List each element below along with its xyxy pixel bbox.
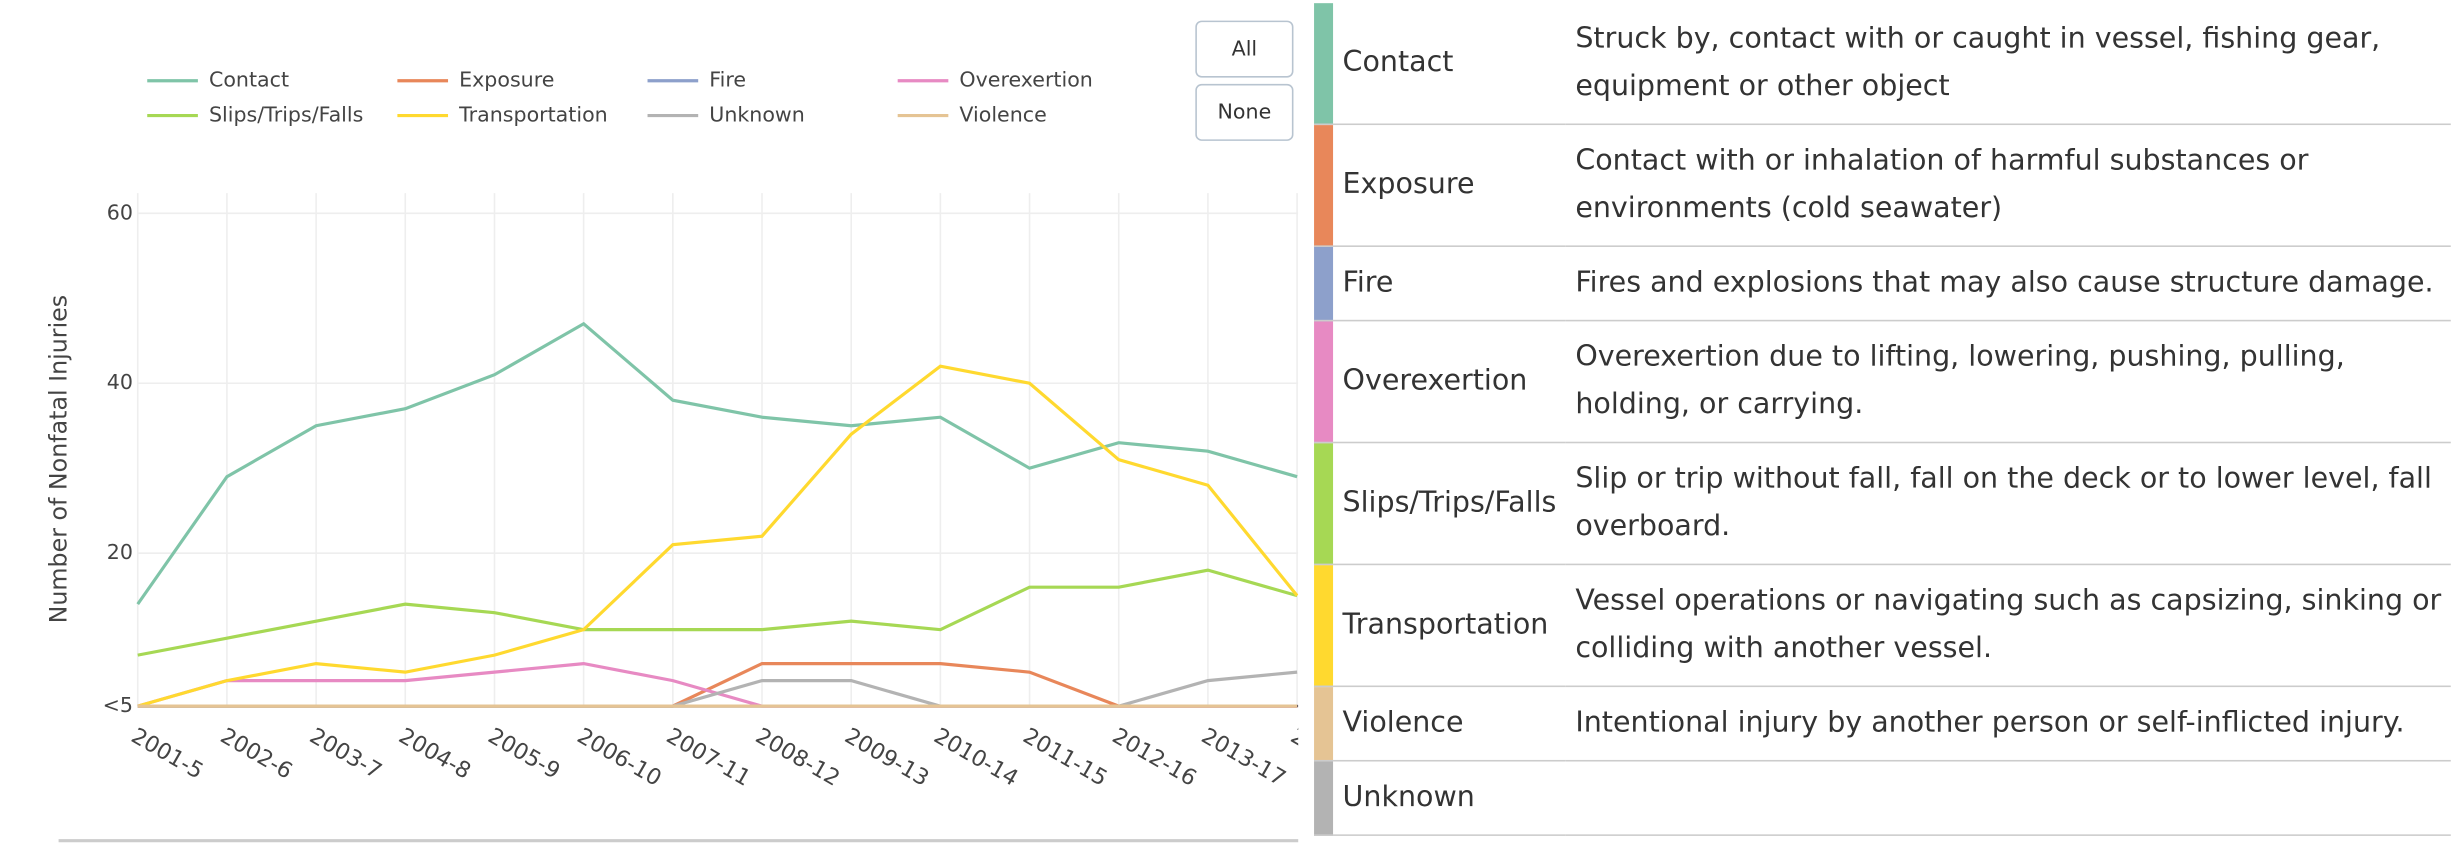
plot-area: 2001-5 2002-6 2003-7 2004-8 2005-9 2006-10200… <box>127 193 1311 792</box>
x-tick-label: 2014-18 <box>1286 723 1311 792</box>
color-swatch <box>1314 760 1334 836</box>
color-swatch <box>1314 246 1334 322</box>
legend-entry[interactable]: Violence <box>897 103 1047 127</box>
x-tick-label: 2006-10 <box>573 723 666 792</box>
table-row: Transportation Vessel operations or navig… <box>1314 564 2451 688</box>
category-name: Slips/Trips/Falls <box>1333 442 1566 566</box>
category-description: Struck by, contact with or caught in ves… <box>1565 3 2451 126</box>
category-name: Transportation <box>1333 564 1566 688</box>
color-swatch <box>1314 442 1334 566</box>
legend-entry[interactable]: Unknown <box>647 103 805 127</box>
table-row: Slips/Trips/Falls Slip or trip without fa… <box>1314 442 2451 566</box>
category-description: Contact with or inhalation of harmful su… <box>1565 124 2451 247</box>
x-tick-label: 2011-15 <box>1019 723 1112 792</box>
x-tick-label: 2012-16 <box>1108 723 1201 792</box>
category-description: Fires and explosions that may also cause… <box>1565 246 2451 322</box>
category-name: Overexertion <box>1333 320 1566 444</box>
x-tick-label: 2004-8 <box>394 723 475 785</box>
legend-entry[interactable]: Transportation <box>397 103 608 127</box>
category-description: Overexertion due to lifting, lowering, p… <box>1565 320 2451 444</box>
category-name: Violence <box>1333 686 1566 762</box>
x-tick-label: 2010-14 <box>929 723 1022 792</box>
legend-entry[interactable]: Contact <box>147 68 289 92</box>
category-description <box>1565 760 2451 836</box>
x-tick-label: 2009-13 <box>840 723 933 792</box>
x-tick-label: 2001-5 <box>127 723 208 785</box>
table-row: Overexertion Overexertion due to lifting,… <box>1314 320 2451 444</box>
x-tick-label: 2013-17 <box>1197 723 1290 792</box>
series-line <box>137 670 1298 708</box>
category-description: Slip or trip without fall, fall on the d… <box>1565 442 2451 566</box>
x-tick-label: 2007-11 <box>662 723 755 792</box>
series-line <box>137 662 1298 708</box>
legend-entry[interactable]: Fire <box>647 68 746 92</box>
color-swatch <box>1314 3 1334 126</box>
category-description: Intentional injury by another person or … <box>1565 686 2451 762</box>
series-line <box>137 364 1299 708</box>
category-table: Contact Struck by, contact with or caught… <box>1314 3 2451 836</box>
table-row: Fire Fires and explosions that may also c… <box>1314 246 2451 322</box>
legend-label: Slips/Trips/Falls <box>209 103 363 127</box>
legend-label: Transportation <box>458 103 608 127</box>
legend-label: Contact <box>209 68 289 92</box>
y-tick-label: <5 <box>103 693 133 717</box>
legend-label: Violence <box>959 103 1046 127</box>
y-tick-label: 60 <box>107 200 133 224</box>
all-button[interactable]: All <box>1195 20 1294 78</box>
category-name: Exposure <box>1333 124 1566 247</box>
legend-entry[interactable]: Slips/Trips/Falls <box>147 103 363 127</box>
y-axis-title: Number of Nonfatal Injuries <box>45 295 73 624</box>
series-line <box>136 321 1298 606</box>
category-name: Fire <box>1333 246 1566 322</box>
table-row: Unknown <box>1314 760 2451 836</box>
legend-label: Exposure <box>459 68 554 92</box>
x-tick-label: 2008-12 <box>751 723 844 792</box>
category-name: Unknown <box>1333 760 1566 836</box>
color-swatch <box>1314 686 1334 762</box>
table-row: Violence Intentional injury by another pe… <box>1314 686 2451 762</box>
y-tick-label: 20 <box>107 540 133 564</box>
legend-label: Fire <box>709 68 746 92</box>
category-description: Vessel operations or navigating such as … <box>1565 564 2451 688</box>
x-tick-label: 2003-7 <box>305 723 386 785</box>
legend-entry[interactable]: Exposure <box>397 68 554 92</box>
y-tick-label: 40 <box>107 370 133 394</box>
color-swatch <box>1314 124 1334 247</box>
color-swatch <box>1314 564 1334 688</box>
none-button[interactable]: None <box>1195 83 1294 141</box>
category-name: Contact <box>1333 3 1566 126</box>
color-swatch <box>1314 320 1334 444</box>
table-row: Exposure Contact with or inhalation of ha… <box>1314 124 2451 247</box>
chart: Number of Nonfatal Injuries 2001-5 2002-6… <box>45 68 1311 843</box>
legend-label: Unknown <box>709 103 805 127</box>
series-line <box>137 568 1298 657</box>
x-tick-label: 2005-9 <box>483 723 564 785</box>
table-row: Contact Struck by, contact with or caught… <box>1314 3 2451 126</box>
legend-entry[interactable]: Overexertion <box>897 68 1093 92</box>
legend-label: Overexertion <box>959 68 1092 92</box>
x-tick-label: 2002-6 <box>216 723 297 785</box>
